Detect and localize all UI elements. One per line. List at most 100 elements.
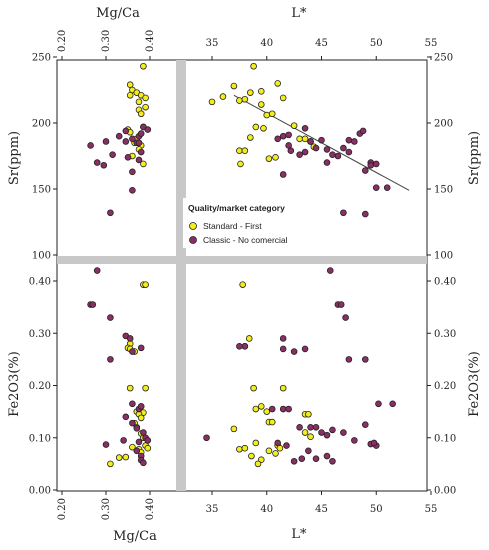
data-point-classic xyxy=(351,437,358,444)
data-point-standard xyxy=(296,135,303,143)
data-point-classic xyxy=(323,452,331,460)
legend-label-classic: Classic - No comercial xyxy=(203,235,288,245)
data-point-classic xyxy=(144,126,152,133)
data-point-classic xyxy=(87,142,94,149)
panel-top-left xyxy=(87,62,152,217)
x-tick-label-lstar-top: 45 xyxy=(315,38,328,49)
data-point-classic xyxy=(109,151,116,158)
x-tick-label-mgca-top: 0.40 xyxy=(145,30,156,52)
data-point-classic xyxy=(129,135,136,143)
y-tick-label-sr-left: 100 xyxy=(32,251,51,262)
data-point-standard xyxy=(142,103,149,111)
data-point-classic xyxy=(122,413,130,421)
data-point-classic xyxy=(367,161,375,169)
data-point-classic xyxy=(361,210,369,218)
data-point-standard xyxy=(252,439,260,447)
data-point-classic xyxy=(323,159,331,166)
data-point-standard xyxy=(265,447,273,455)
y-axis-title-sr-right: Sr(ppm) xyxy=(467,131,482,185)
y-tick-label-sr-right: 150 xyxy=(434,185,453,196)
data-point-classic xyxy=(383,184,391,191)
data-point-classic xyxy=(323,431,331,439)
data-point-standard xyxy=(135,98,143,106)
data-point-standard xyxy=(241,444,249,452)
x-tick-label-mgca-bottom: 0.40 xyxy=(145,498,156,520)
y-tick-label-fe-right: 0.30 xyxy=(434,329,456,340)
legend-title: Quality/market category xyxy=(188,203,285,213)
data-point-classic xyxy=(135,156,143,164)
data-point-classic xyxy=(203,434,210,442)
data-point-classic xyxy=(290,457,298,465)
y-tick-label-sr-right: 100 xyxy=(434,251,453,262)
y-axis-title-fe-right: Fe2O3(%) xyxy=(467,351,482,417)
data-point-standard xyxy=(144,444,152,452)
data-point-classic xyxy=(129,187,136,194)
data-point-classic xyxy=(296,423,303,431)
data-point-standard xyxy=(250,62,257,70)
data-point-classic xyxy=(326,267,334,274)
legend-marker-classic xyxy=(189,236,197,244)
figure-frame xyxy=(56,59,428,492)
panel-bottom-left xyxy=(87,267,152,468)
y-tick-label-sr-left: 150 xyxy=(32,185,51,196)
x-tick-label-lstar-bottom: 55 xyxy=(425,504,438,515)
data-point-classic xyxy=(140,459,147,467)
data-point-classic xyxy=(137,130,145,137)
y-tick-label-fe-left: 0.30 xyxy=(29,329,51,340)
data-point-classic xyxy=(345,356,353,363)
data-point-classic xyxy=(122,127,130,135)
data-point-classic xyxy=(107,209,114,217)
data-point-standard xyxy=(236,445,243,453)
data-point-classic xyxy=(279,345,287,353)
legend-label-standard: Standard - First xyxy=(203,221,262,231)
data-point-classic xyxy=(102,138,110,145)
y-tick-label-fe-right: 0.40 xyxy=(434,277,456,288)
data-point-classic xyxy=(274,439,282,447)
data-point-standard xyxy=(126,91,134,99)
data-point-standard xyxy=(230,425,238,433)
data-point-standard xyxy=(247,89,254,96)
data-point-standard xyxy=(247,134,254,141)
data-point-classic xyxy=(285,131,292,139)
data-point-standard xyxy=(279,384,287,392)
data-point-standard xyxy=(248,452,255,460)
data-point-classic xyxy=(361,167,369,174)
legend-marker-standard xyxy=(189,222,197,230)
x-axis-title-lstar-top: L* xyxy=(291,6,307,21)
data-point-standard xyxy=(107,460,114,468)
data-point-classic xyxy=(361,421,369,428)
x-tick-label-mgca-bottom: 0.20 xyxy=(57,498,68,520)
data-point-classic xyxy=(372,184,380,191)
y-tick-label-sr-left: 250 xyxy=(32,53,51,64)
data-point-classic xyxy=(301,345,309,353)
data-point-classic xyxy=(129,419,136,427)
data-point-standard xyxy=(301,135,309,143)
x-tick-label-lstar-top: 55 xyxy=(425,38,438,49)
data-point-standard xyxy=(245,335,253,342)
data-point-standard xyxy=(274,80,282,87)
data-point-classic xyxy=(115,132,123,140)
data-point-classic xyxy=(93,159,101,166)
data-point-standard xyxy=(219,93,227,100)
y-tick-label-fe-right: 0.20 xyxy=(434,381,456,392)
y-tick-label-fe-right: 0.00 xyxy=(434,486,456,497)
panel-bottom-right xyxy=(203,267,396,468)
data-point-classic xyxy=(126,335,134,342)
data-point-classic xyxy=(135,139,143,147)
data-point-standard xyxy=(263,111,271,119)
data-point-classic xyxy=(312,144,320,152)
data-point-classic xyxy=(340,144,347,152)
data-point-classic xyxy=(268,405,276,413)
data-point-standard xyxy=(230,82,238,90)
data-point-classic xyxy=(298,455,306,462)
data-point-classic xyxy=(361,356,369,363)
data-point-standard xyxy=(257,403,265,410)
data-point-standard xyxy=(140,160,147,168)
data-point-classic xyxy=(337,301,345,308)
data-point-classic xyxy=(370,439,378,447)
data-point-standard xyxy=(236,97,243,104)
data-point-classic xyxy=(129,168,136,176)
data-point-standard xyxy=(257,88,265,95)
data-point-classic xyxy=(290,348,298,355)
x-tick-label-mgca-top: 0.30 xyxy=(101,30,112,52)
